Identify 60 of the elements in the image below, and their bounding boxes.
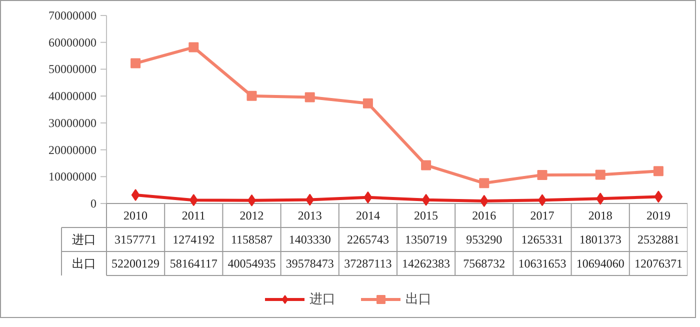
- data-label: 953290: [466, 232, 502, 246]
- point: [130, 58, 141, 68]
- x-tick-label: 2019: [646, 208, 670, 222]
- point: [537, 170, 548, 180]
- text: 进口: [72, 232, 96, 246]
- data-label: 10631653: [518, 256, 566, 270]
- legend-label: 进口: [310, 290, 336, 308]
- point: [364, 191, 372, 204]
- point: [131, 189, 140, 202]
- data-label: 40054935: [228, 256, 276, 270]
- x-tick-label: 2012: [240, 208, 264, 222]
- point: [421, 160, 432, 170]
- point: [422, 194, 430, 206]
- data-label: 12076371: [634, 256, 682, 270]
- point: [479, 178, 490, 188]
- data-label: 1403330: [288, 232, 331, 246]
- point: [653, 166, 664, 176]
- data-label: 7568732: [463, 256, 506, 270]
- data-label: 1350719: [405, 232, 448, 246]
- x-tick-label: 2010: [124, 208, 148, 222]
- y-tick-label: 10000000: [48, 170, 96, 184]
- y-tick-label: 60000000: [48, 35, 96, 50]
- legend-label: 出口: [406, 290, 432, 308]
- x-tick-label: 2018: [588, 208, 612, 222]
- x-tick-label: 2011: [182, 208, 206, 222]
- x-tick-label: 2014: [356, 208, 380, 222]
- point: [596, 192, 605, 205]
- data-label: 1801373: [579, 232, 622, 246]
- data-label: 1158587: [230, 232, 273, 246]
- y-tick-label: 40000000: [48, 89, 96, 104]
- x-tick-label: 2017: [530, 208, 554, 222]
- data-label: 3157771: [114, 232, 157, 246]
- point: [246, 90, 257, 101]
- x-tick-label: 2015: [414, 208, 438, 222]
- point: [306, 194, 314, 206]
- data-label: 37287113: [344, 256, 392, 270]
- point: [595, 170, 606, 180]
- y-tick-label: 30000000: [48, 116, 96, 130]
- y-tick-label: 0: [90, 196, 96, 210]
- data-label: 58164117: [170, 256, 218, 270]
- x-tick-label: 2016: [472, 208, 496, 222]
- y-tick-label: 50000000: [48, 62, 96, 76]
- data-label: 10694060: [576, 256, 624, 270]
- point: [189, 194, 198, 206]
- data-label: 39578473: [286, 256, 334, 270]
- data-label: 52200129: [112, 256, 160, 270]
- y-tick-label: 70000000: [48, 8, 96, 22]
- data-label: 1274192: [172, 232, 215, 246]
- y-tick-label: 20000000: [48, 142, 96, 157]
- data-label: 1265331: [521, 232, 564, 246]
- x-tick-label: 2013: [298, 208, 322, 222]
- text: 出口: [72, 256, 96, 270]
- point: [188, 42, 199, 52]
- point: [362, 98, 373, 108]
- point: [654, 190, 663, 203]
- point: [480, 194, 488, 207]
- data-label: 2532881: [637, 232, 680, 246]
- point: [304, 92, 315, 102]
- data-label: 2265743: [346, 232, 389, 246]
- data-label: 14262383: [402, 256, 450, 270]
